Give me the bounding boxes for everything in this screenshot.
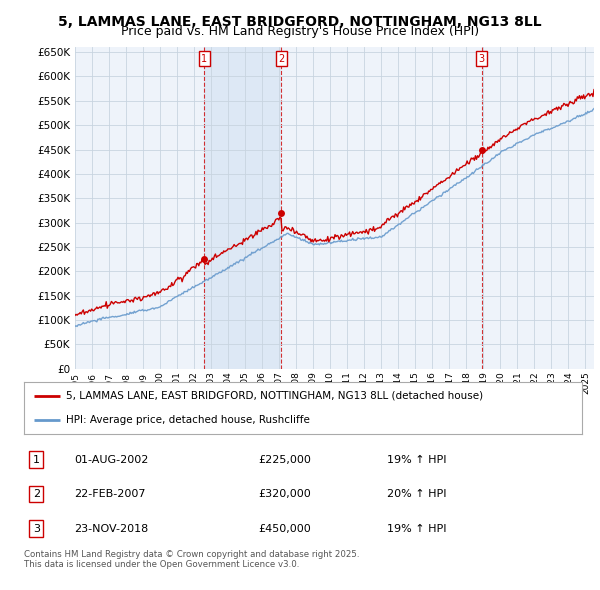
Text: 2: 2 [278,54,284,64]
Text: 22-FEB-2007: 22-FEB-2007 [74,489,146,499]
Text: Price paid vs. HM Land Registry's House Price Index (HPI): Price paid vs. HM Land Registry's House … [121,25,479,38]
Bar [281,47,482,369]
Text: 5, LAMMAS LANE, EAST BRIDGFORD, NOTTINGHAM, NG13 8LL (detached house): 5, LAMMAS LANE, EAST BRIDGFORD, NOTTINGH… [66,391,483,401]
Text: £225,000: £225,000 [259,454,311,464]
Text: 19% ↑ HPI: 19% ↑ HPI [387,524,446,534]
Text: 19% ↑ HPI: 19% ↑ HPI [387,454,446,464]
Text: 20% ↑ HPI: 20% ↑ HPI [387,489,446,499]
Text: 01-AUG-2002: 01-AUG-2002 [74,454,149,464]
Text: 1: 1 [201,54,207,64]
Text: 2: 2 [33,489,40,499]
Text: 1: 1 [33,454,40,464]
Text: HPI: Average price, detached house, Rushcliffe: HPI: Average price, detached house, Rush… [66,415,310,425]
Text: 23-NOV-2018: 23-NOV-2018 [74,524,148,534]
Text: 3: 3 [479,54,485,64]
Text: 3: 3 [33,524,40,534]
Text: 5, LAMMAS LANE, EAST BRIDGFORD, NOTTINGHAM, NG13 8LL: 5, LAMMAS LANE, EAST BRIDGFORD, NOTTINGH… [58,15,542,29]
Bar [204,47,281,369]
Text: £320,000: £320,000 [259,489,311,499]
Text: £450,000: £450,000 [259,524,311,534]
Text: Contains HM Land Registry data © Crown copyright and database right 2025.
This d: Contains HM Land Registry data © Crown c… [24,550,359,569]
